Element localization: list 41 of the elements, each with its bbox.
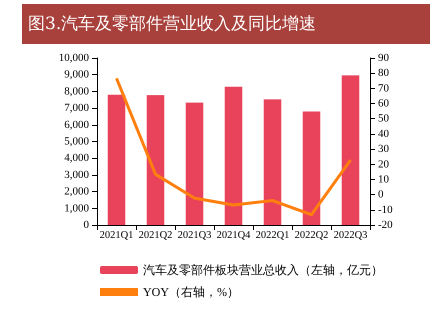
y2-tick-label: -10 <box>378 204 394 216</box>
x-tick-label: 2022Q2 <box>294 230 328 241</box>
y2-tick-label: -20 <box>378 219 394 231</box>
y-tick-label: 3,000 <box>64 168 90 181</box>
x-tick-label: 2021Q4 <box>216 230 252 241</box>
y2-tick-label: 10 <box>378 173 390 186</box>
bar <box>224 86 242 225</box>
y2-tick-label: 0 <box>378 188 384 201</box>
bar <box>186 102 204 225</box>
legend-label: 汽车及零部件板块营业总收入（左轴，亿元） <box>143 263 383 277</box>
x-tick-label: 2021Q2 <box>138 230 172 241</box>
y2-tick-label: 50 <box>378 112 390 125</box>
y-tick-label: 7,000 <box>64 102 90 114</box>
x-tick-label: 2021Q1 <box>100 230 134 241</box>
line-series <box>115 76 352 216</box>
y-tick-label: 10,000 <box>58 52 90 64</box>
y2-tick-label: 80 <box>378 67 390 80</box>
bar <box>146 95 164 225</box>
y2-tick-label: 60 <box>378 98 390 110</box>
x-tick-label: 2022Q3 <box>334 230 368 241</box>
y2-tick-label: 20 <box>378 158 390 170</box>
y2-tick-label: 70 <box>378 82 390 94</box>
x-tick-label: 2021Q3 <box>178 230 212 241</box>
y-tick-label: 2,000 <box>64 186 90 198</box>
y2-tick-label: 40 <box>378 128 390 140</box>
y2-tick-label: 30 <box>378 143 390 156</box>
bar <box>108 94 126 225</box>
y-tick-label: 0 <box>84 219 90 231</box>
bar <box>264 99 282 225</box>
y-tick-label: 4,000 <box>64 152 90 164</box>
y-tick-label: 1,000 <box>64 202 90 214</box>
chart-title: 图3.汽车及零部件营业收入及同比增速 <box>22 4 430 44</box>
bar <box>302 111 320 225</box>
y-tick-label: 9,000 <box>64 68 90 81</box>
y-tick-label: 6,000 <box>64 118 90 131</box>
y2-tick-label: 90 <box>378 52 390 64</box>
y-tick-label: 5,000 <box>64 136 90 148</box>
y-tick-label: 8,000 <box>64 85 90 98</box>
bar <box>342 75 360 225</box>
x-tick-label: 2022Q1 <box>256 230 290 241</box>
legend-label: YOY（右轴，%） <box>143 285 239 299</box>
